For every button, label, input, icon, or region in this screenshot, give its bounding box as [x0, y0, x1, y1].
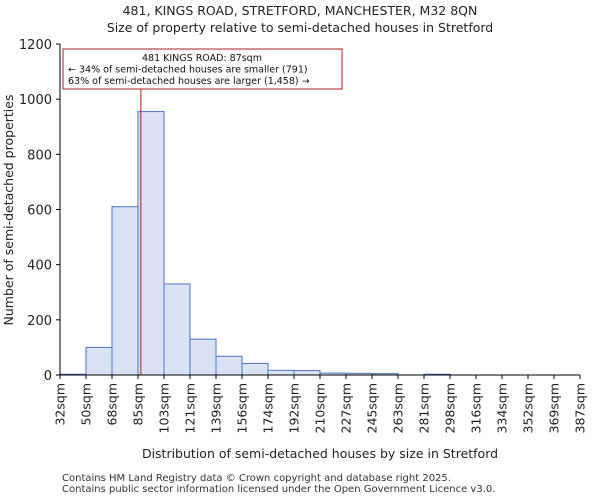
x-tick-label-174sqm: 174sqm	[261, 383, 276, 433]
y-tick-label-0: 0	[44, 369, 52, 384]
x-tick-label-121sqm: 121sqm	[183, 383, 198, 433]
y-tick-label-1000: 1000	[19, 93, 52, 108]
x-tick-label-334sqm: 334sqm	[495, 383, 510, 433]
x-tick-label-210sqm: 210sqm	[313, 383, 328, 433]
y-axis-label: Number of semi-detached properties	[1, 95, 16, 326]
x-tick-label-281sqm: 281sqm	[417, 383, 432, 433]
annotation-line-1: 481 KINGS ROAD: 87sqm	[142, 53, 262, 64]
x-tick-label-156sqm: 156sqm	[235, 383, 250, 433]
y-tick-label-400: 400	[27, 259, 52, 274]
x-tick-label-245sqm: 245sqm	[365, 383, 380, 433]
bar-85sqm	[137, 111, 165, 376]
bar-68sqm	[111, 206, 139, 376]
y-tick-label-200: 200	[27, 314, 52, 329]
x-tick-label-227sqm: 227sqm	[339, 383, 354, 433]
x-tick-label-192sqm: 192sqm	[287, 383, 302, 433]
x-tick-label-139sqm: 139sqm	[209, 383, 224, 433]
x-tick-label-387sqm: 387sqm	[573, 383, 588, 433]
annotation-box	[62, 48, 343, 90]
x-tick-label-68sqm: 68sqm	[105, 383, 120, 426]
x-tick-label-103sqm: 103sqm	[157, 383, 172, 433]
bar-50sqm	[85, 346, 113, 376]
bar-121sqm	[189, 338, 217, 376]
x-tick-label-369sqm: 369sqm	[547, 383, 562, 433]
y-tick-label-1200: 1200	[19, 38, 52, 53]
footer-licence: Contains public sector information licen…	[62, 484, 496, 495]
bar-192sqm	[293, 370, 321, 376]
y-tick-label-600: 600	[27, 204, 52, 219]
x-tick-label-316sqm: 316sqm	[469, 383, 484, 433]
x-tick-label-50sqm: 50sqm	[79, 383, 94, 426]
bar-174sqm	[267, 369, 295, 376]
annotation-line-3: 63% of semi-detached houses are larger (…	[68, 76, 310, 87]
bar-139sqm	[215, 355, 243, 376]
chart-subtitle: Size of property relative to semi-detach…	[106, 20, 494, 35]
x-tick-label-352sqm: 352sqm	[521, 383, 536, 433]
y-axis-ticks: 0 200 400 600 800 1000 1200	[19, 38, 60, 384]
x-tick-label-298sqm: 298sqm	[443, 383, 458, 433]
x-axis-ticks: 32sqm 50sqm 68sqm 85sqm 103sqm 121sqm 139sqm 15…	[53, 375, 588, 433]
x-tick-label-85sqm: 85sqm	[131, 383, 146, 426]
bar-103sqm	[163, 283, 191, 376]
chart-title: 481, KINGS ROAD, STRETFORD, MANCHESTER, …	[122, 3, 478, 18]
x-tick-label-32sqm: 32sqm	[53, 383, 68, 426]
footer-copyright: Contains HM Land Registry data © Crown c…	[62, 473, 451, 484]
bars-group	[59, 111, 451, 376]
bar-156sqm	[241, 362, 269, 376]
y-tick-label-800: 800	[27, 148, 52, 163]
x-axis-label: Distribution of semi-detached houses by …	[142, 446, 498, 461]
annotation-line-2: ← 34% of semi-detached houses are smalle…	[68, 65, 308, 76]
x-tick-label-263sqm: 263sqm	[391, 383, 406, 433]
